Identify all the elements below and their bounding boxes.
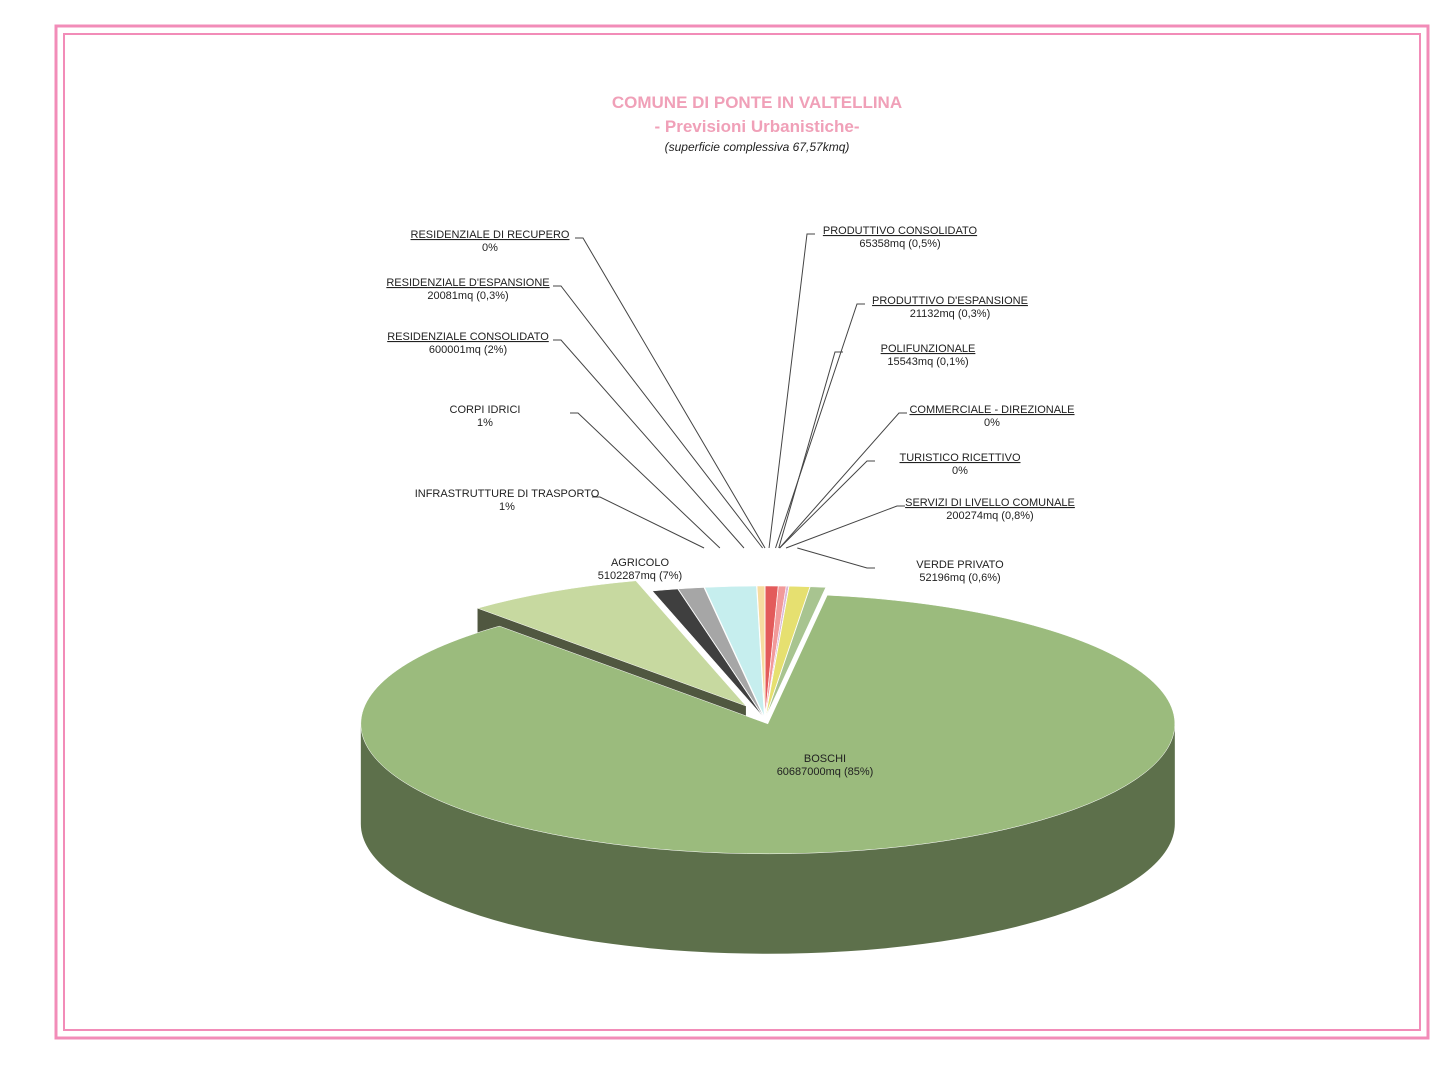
slice-label: SERVIZI DI LIVELLO COMUNALE [905,497,1075,509]
slice-label: AGRICOLO [611,557,670,569]
slice-value-label: 5102287mq (7%) [598,570,682,582]
slice-label: INFRASTRUTTURE DI TRASPORTO [415,488,600,500]
slice-label: CORPI IDRICI [450,404,521,416]
pie-slice [476,580,747,707]
leader-line [768,233,815,549]
slice-label: RESIDENZIALE CONSOLIDATO [387,331,549,343]
pie-slice [704,585,765,717]
slice-value-label: 52196mq (0,6%) [919,572,1000,584]
slice-value-label: 0% [952,465,968,477]
leader-line [575,237,766,549]
pie-side [360,723,1175,954]
slice-label: COMMERCIALE - DIREZIONALE [909,404,1074,416]
slice-value-label: 600001mq (2%) [429,344,507,356]
pie-slice [651,588,763,717]
slice-value-label: 0% [482,242,498,254]
leader-line [779,460,875,549]
frame-outer [54,24,1430,1040]
chart-subtitle: - Previsioni Urbanistiche- [655,117,860,136]
leader-line [785,505,905,549]
slice-value-label: 20081mq (0,3%) [427,290,508,302]
leader-line [779,412,907,549]
chart-title: COMUNE DI PONTE IN VALTELLINA [612,93,902,112]
slice-label: TURISTICO RICETTIVO [900,452,1021,464]
pie-slice [766,586,827,717]
leader-line [553,285,763,549]
slice-label: PRODUTTIVO D'ESPANSIONE [872,295,1028,307]
slice-value-label: 1% [477,417,493,429]
leader-line [778,351,843,549]
slice-label: VERDE PRIVATO [916,559,1004,571]
leader-line [553,339,745,549]
slice-label: POLIFUNZIONALE [881,343,976,355]
pie-slice [360,594,1176,855]
slice-value-label: 21132mq (0,3%) [910,308,991,320]
slice-value-label: 60687000mq (85%) [777,766,874,778]
slice-value-label: 65358mq (0,5%) [859,238,940,250]
slice-label: BOSCHI [804,753,846,765]
slice-value-label: 1% [499,501,515,513]
pie-slice [677,587,764,717]
slice-value-label: 0% [984,417,1000,429]
slice-value-label: 15543mq (0,1%) [887,356,968,368]
leader-line [570,412,721,549]
slice-label: RESIDENZIALE DI RECUPERO [411,229,570,241]
slice-value-label: 200274mq (0,8%) [946,510,1033,522]
leader-line [592,496,705,549]
leader-line [797,547,875,569]
frame-inner [63,33,1421,1031]
slice-label: RESIDENZIALE D'ESPANSIONE [386,277,549,289]
slice-label: PRODUTTIVO CONSOLIDATO [823,225,978,237]
leader-line [775,303,865,549]
chart-note: (superficie complessiva 67,57kmq) [665,140,850,154]
pie-slice [765,585,811,717]
